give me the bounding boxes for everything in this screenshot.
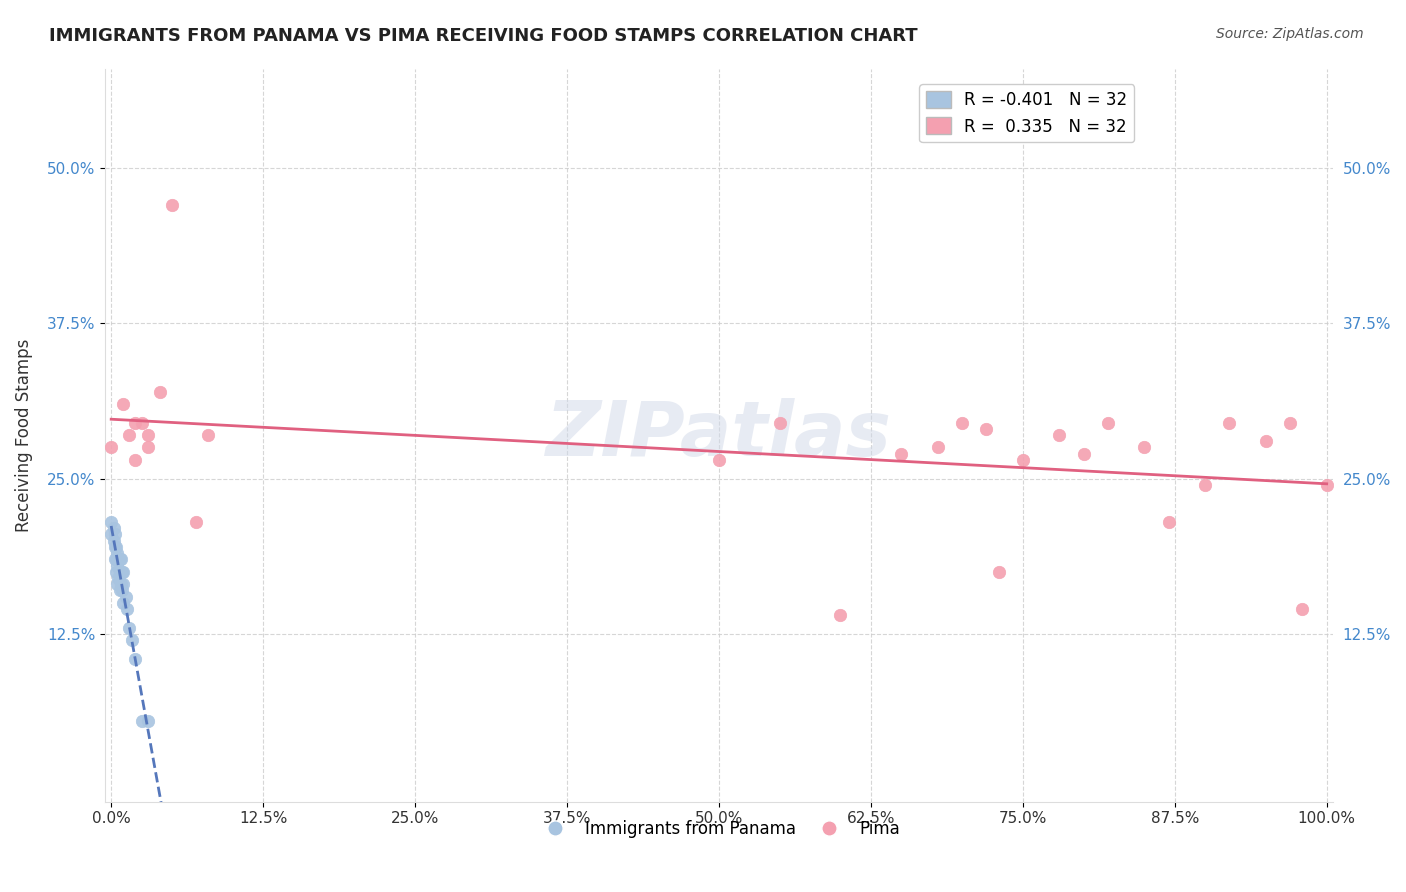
Point [105,552,128,566]
Point [105,565,128,579]
Point [112,397,135,411]
Point [136,428,159,442]
Point [1218,416,1240,430]
Point [107,552,129,566]
Point [987,565,1010,579]
Point [105,577,128,591]
Point [108,565,131,579]
Point [100,441,122,455]
Point [1157,515,1180,529]
Point [197,428,219,442]
Point [112,596,135,610]
Point [1316,477,1339,491]
Point [830,608,852,623]
Point [976,422,998,436]
Point [114,590,136,604]
Point [186,515,208,529]
Point [121,633,143,648]
Point [124,416,146,430]
Y-axis label: Receiving Food Stamps: Receiving Food Stamps [15,338,32,532]
Point [769,416,792,430]
Point [103,533,125,548]
Text: ZIPatlas: ZIPatlas [546,398,891,472]
Point [1097,416,1119,430]
Point [1254,434,1277,449]
Point [104,552,127,566]
Point [111,583,134,598]
Point [104,540,127,554]
Point [112,565,135,579]
Point [112,577,135,591]
Point [950,416,973,430]
Point [136,441,159,455]
Point [118,428,141,442]
Point [108,583,131,598]
Point [100,515,122,529]
Point [1279,416,1302,430]
Point [136,714,159,728]
Point [111,565,134,579]
Point [105,546,128,560]
Point [890,447,912,461]
Point [124,651,146,665]
Point [105,540,128,554]
Point [100,527,122,541]
Point [110,577,132,591]
Point [115,602,138,616]
Point [108,552,131,566]
Point [110,552,132,566]
Point [160,198,183,212]
Point [149,384,172,399]
Point [1133,441,1156,455]
Point [1047,428,1070,442]
Legend: Immigrants from Panama, Pima: Immigrants from Panama, Pima [531,814,907,845]
Point [124,453,146,467]
Point [1011,453,1033,467]
Point [1194,477,1216,491]
Point [103,521,125,535]
Text: Source: ZipAtlas.com: Source: ZipAtlas.com [1216,27,1364,41]
Point [1073,447,1095,461]
Point [131,416,153,430]
Point [104,527,127,541]
Text: IMMIGRANTS FROM PANAMA VS PIMA RECEIVING FOOD STAMPS CORRELATION CHART: IMMIGRANTS FROM PANAMA VS PIMA RECEIVING… [49,27,918,45]
Point [118,621,141,635]
Point [927,441,949,455]
Point [707,453,730,467]
Point [131,714,153,728]
Point [1291,602,1313,616]
Point [105,558,128,573]
Point [107,571,129,585]
